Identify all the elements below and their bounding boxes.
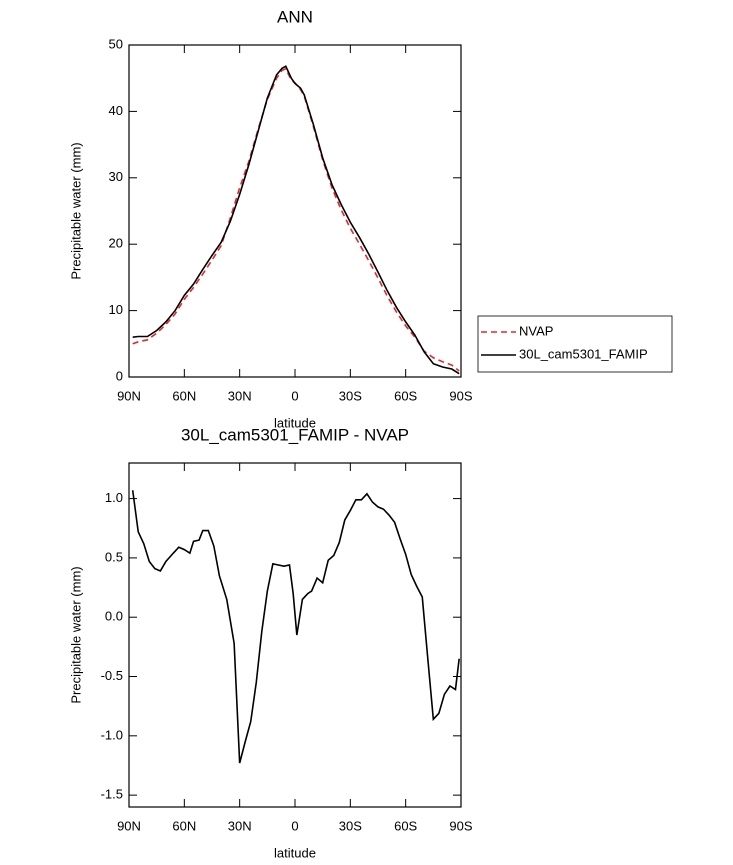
y-tick-label: 30 [109, 169, 123, 184]
x-tick-label: 90N [117, 818, 141, 833]
y-tick-label: 0.5 [105, 549, 123, 564]
x-tick-label: 0 [291, 388, 298, 403]
y-axis-label: Precipitable water (mm) [68, 566, 83, 703]
x-tick-label: 60S [394, 818, 417, 833]
y-tick-label: -1.5 [101, 787, 123, 802]
y-tick-label: 1.0 [105, 490, 123, 505]
data-line [132, 67, 460, 372]
x-tick-label: 60N [172, 388, 196, 403]
x-tick-label: 30N [228, 388, 252, 403]
y-tick-label: -1.0 [101, 727, 123, 742]
x-tick-label: 30S [339, 388, 362, 403]
x-axis-label: latitude [274, 845, 316, 860]
x-tick-label: 90S [449, 388, 472, 403]
y-axis-label: Precipitable water (mm) [68, 142, 83, 279]
chart-title: 30L_cam5301_FAMIP - NVAP [181, 425, 409, 444]
legend-label: NVAP [519, 323, 553, 338]
x-tick-label: 90S [449, 818, 472, 833]
x-tick-label: 30N [228, 818, 252, 833]
y-tick-label: 0.0 [105, 609, 123, 624]
legend-box [477, 315, 673, 373]
y-tick-label: -0.5 [101, 668, 123, 683]
plot-frame [128, 462, 462, 808]
chart-title: ANN [277, 7, 313, 26]
data-line [131, 490, 460, 764]
x-tick-label: 60S [394, 388, 417, 403]
y-tick-label: 0 [116, 368, 123, 383]
y-tick-label: 40 [109, 103, 123, 118]
x-tick-label: 90N [117, 388, 141, 403]
x-tick-label: 30S [339, 818, 362, 833]
x-tick-label: 60N [172, 818, 196, 833]
data-line [132, 65, 460, 375]
plot-frame [128, 44, 462, 378]
x-axis-label: latitude [274, 415, 316, 430]
y-tick-label: 50 [109, 36, 123, 51]
x-tick-label: 0 [291, 818, 298, 833]
y-tick-label: 10 [109, 302, 123, 317]
y-tick-label: 20 [109, 236, 123, 251]
legend-label: 30L_cam5301_FAMIP [519, 346, 648, 361]
